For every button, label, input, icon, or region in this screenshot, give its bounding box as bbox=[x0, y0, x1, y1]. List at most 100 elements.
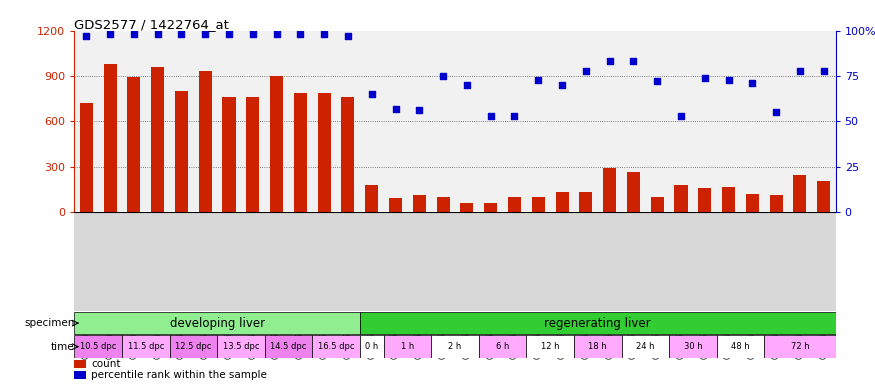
Point bbox=[460, 82, 474, 88]
Text: 0 h: 0 h bbox=[365, 342, 378, 351]
Text: 2 h: 2 h bbox=[448, 342, 462, 351]
Point bbox=[484, 113, 498, 119]
Point bbox=[507, 113, 522, 119]
Bar bbox=[764, 31, 788, 212]
Text: 12 h: 12 h bbox=[541, 342, 559, 351]
Bar bbox=[764, 335, 836, 358]
Bar bbox=[127, 77, 140, 212]
Bar bbox=[722, 187, 735, 212]
Text: 11.5 dpc: 11.5 dpc bbox=[128, 342, 164, 351]
Bar bbox=[740, 31, 764, 212]
Text: developing liver: developing liver bbox=[170, 317, 264, 329]
Bar bbox=[74, 31, 98, 212]
Bar bbox=[669, 31, 693, 212]
Bar bbox=[151, 67, 164, 212]
Point bbox=[80, 33, 94, 39]
Point bbox=[199, 31, 213, 37]
Bar bbox=[717, 335, 764, 358]
Bar bbox=[460, 203, 473, 212]
Bar bbox=[646, 31, 669, 212]
Bar bbox=[383, 335, 431, 358]
Bar bbox=[788, 31, 812, 212]
Bar bbox=[265, 31, 289, 212]
Bar bbox=[746, 194, 759, 212]
Bar bbox=[479, 31, 502, 212]
Text: regenerating liver: regenerating liver bbox=[544, 317, 651, 329]
Text: 18 h: 18 h bbox=[588, 342, 607, 351]
Point bbox=[603, 58, 617, 65]
Point bbox=[341, 33, 355, 39]
Text: 48 h: 48 h bbox=[732, 342, 750, 351]
Text: 30 h: 30 h bbox=[683, 342, 703, 351]
Bar bbox=[122, 335, 170, 358]
Point bbox=[579, 68, 593, 74]
Bar bbox=[265, 335, 312, 358]
Bar bbox=[408, 31, 431, 212]
Bar bbox=[170, 31, 193, 212]
Bar bbox=[626, 172, 640, 212]
Text: 16.5 dpc: 16.5 dpc bbox=[318, 342, 354, 351]
Text: 6 h: 6 h bbox=[496, 342, 509, 351]
Point bbox=[317, 31, 331, 37]
Text: 12.5 dpc: 12.5 dpc bbox=[175, 342, 212, 351]
Bar bbox=[621, 335, 669, 358]
Bar bbox=[484, 204, 497, 212]
Bar bbox=[193, 31, 217, 212]
Bar bbox=[318, 93, 331, 212]
Bar bbox=[312, 335, 360, 358]
Bar bbox=[437, 197, 450, 212]
Text: GDS2577 / 1422764_at: GDS2577 / 1422764_at bbox=[74, 18, 229, 31]
Bar bbox=[550, 31, 574, 212]
Point bbox=[555, 82, 569, 88]
Text: count: count bbox=[91, 359, 121, 369]
Bar bbox=[74, 312, 360, 334]
Bar bbox=[574, 31, 598, 212]
Bar bbox=[698, 189, 711, 212]
Bar bbox=[246, 97, 259, 212]
Point bbox=[103, 31, 117, 37]
Bar bbox=[603, 168, 616, 212]
Text: 24 h: 24 h bbox=[636, 342, 654, 351]
Bar bbox=[693, 31, 717, 212]
Bar bbox=[717, 31, 740, 212]
Bar bbox=[270, 76, 284, 212]
Bar bbox=[770, 195, 783, 212]
Point bbox=[222, 31, 236, 37]
Bar bbox=[431, 335, 479, 358]
Bar bbox=[336, 31, 360, 212]
Bar bbox=[431, 31, 455, 212]
Point bbox=[246, 31, 260, 37]
Bar bbox=[651, 197, 664, 212]
Bar bbox=[74, 335, 122, 358]
Bar bbox=[122, 31, 146, 212]
Bar bbox=[74, 360, 86, 368]
Bar bbox=[527, 31, 550, 212]
Bar bbox=[389, 198, 402, 212]
Bar bbox=[312, 31, 336, 212]
Text: 1 h: 1 h bbox=[401, 342, 414, 351]
Point bbox=[697, 75, 711, 81]
Bar bbox=[170, 335, 217, 358]
Bar bbox=[455, 31, 479, 212]
Bar bbox=[502, 31, 527, 212]
Bar bbox=[217, 31, 241, 212]
Bar bbox=[621, 31, 646, 212]
Point bbox=[793, 68, 807, 74]
Point bbox=[270, 31, 284, 37]
Text: 72 h: 72 h bbox=[791, 342, 809, 351]
Bar bbox=[360, 335, 383, 358]
Bar bbox=[413, 195, 426, 212]
Bar bbox=[669, 335, 717, 358]
Point bbox=[365, 91, 379, 97]
Bar bbox=[527, 335, 574, 358]
Bar bbox=[222, 97, 235, 212]
Bar bbox=[98, 31, 122, 212]
Bar bbox=[103, 64, 116, 212]
Bar bbox=[817, 181, 830, 212]
Bar bbox=[146, 31, 170, 212]
Text: 14.5 dpc: 14.5 dpc bbox=[270, 342, 306, 351]
Point bbox=[150, 31, 164, 37]
Bar bbox=[579, 192, 592, 212]
Bar bbox=[175, 91, 188, 212]
Point bbox=[127, 31, 141, 37]
